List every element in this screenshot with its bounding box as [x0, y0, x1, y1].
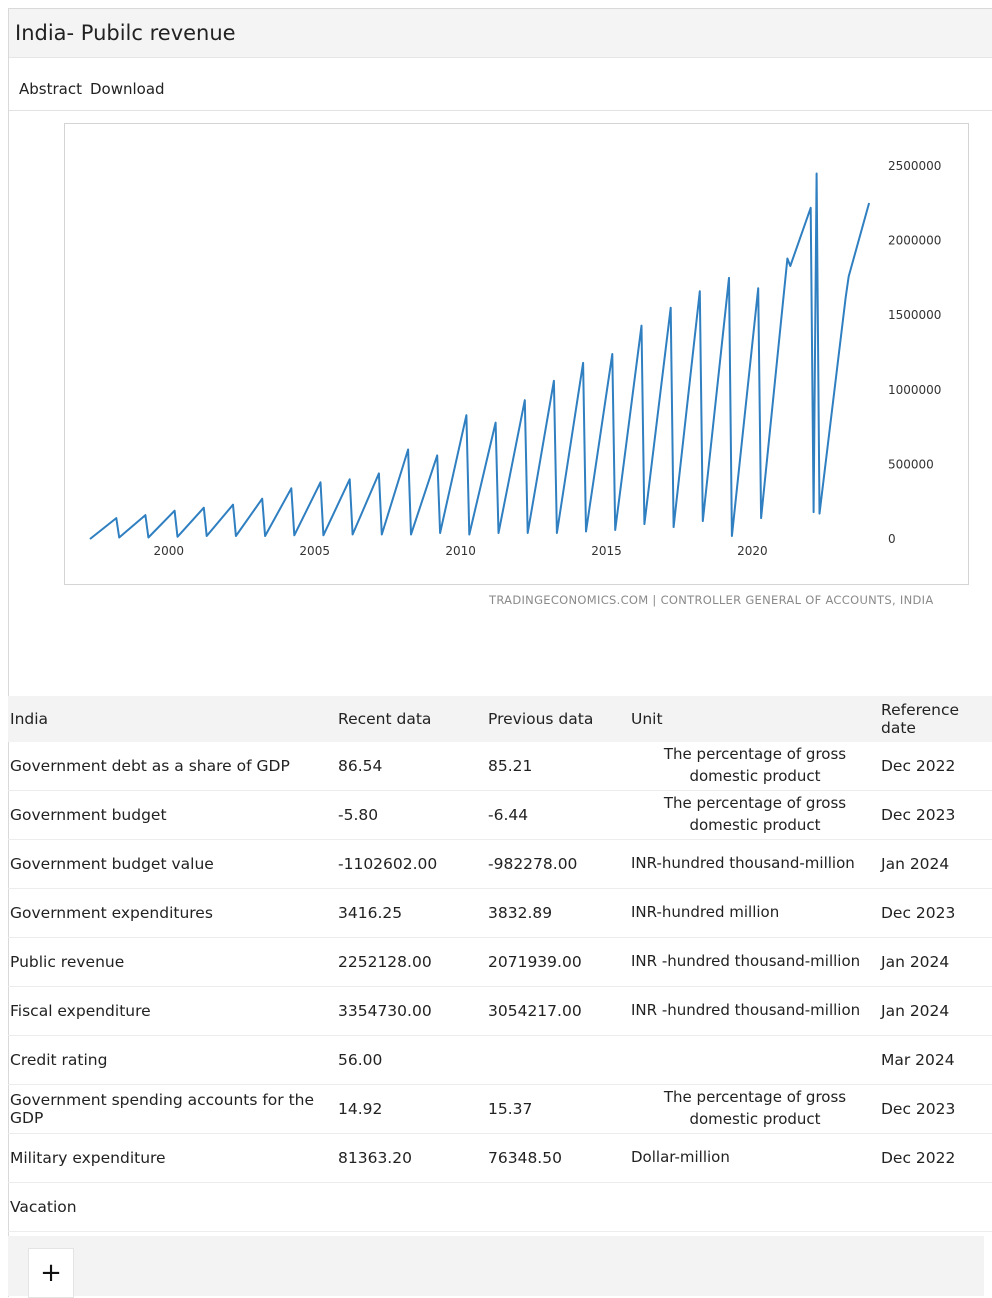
cell-indicator: Fiscal expenditure [8, 986, 336, 1036]
cell-recent: 56.00 [336, 1035, 486, 1085]
cell-unit: INR-hundred million [629, 888, 879, 938]
title-bar: India- Pubilc revenue [9, 9, 992, 58]
tab-download[interactable]: Download [90, 80, 165, 98]
indicators-table: India Recent data Previous data Unit Ref… [8, 696, 992, 1232]
table-row[interactable]: Military expenditure 81363.20 76348.50 D… [8, 1133, 992, 1183]
cell-reference-date: Dec 2022 [879, 742, 992, 791]
cell-unit: INR-hundred thousand-million [629, 839, 879, 889]
table-row[interactable]: Vacation [8, 1182, 992, 1232]
cell-previous: -982278.00 [486, 839, 629, 889]
cell-recent [336, 1182, 486, 1232]
table-row[interactable]: Public revenue 2252128.00 2071939.00 INR… [8, 937, 992, 987]
cell-indicator: Vacation [8, 1182, 336, 1232]
y-tick-label: 1000000 [888, 383, 941, 397]
table-row[interactable]: Government budget value -1102602.00 -982… [8, 839, 992, 889]
header-india: India [8, 696, 336, 742]
cell-reference-date: Jan 2024 [879, 986, 992, 1036]
cell-reference-date: Jan 2024 [879, 839, 992, 889]
x-tick-label: 2015 [591, 544, 622, 558]
header-reference-date: Reference date [879, 696, 992, 742]
plus-icon: + [40, 1258, 62, 1288]
table-row[interactable]: Government budget -5.80 -6.44 The percen… [8, 790, 992, 840]
header-previous: Previous data [486, 696, 629, 742]
y-tick-label: 500000 [888, 457, 934, 471]
cell-previous: 2071939.00 [486, 937, 629, 987]
cell-unit: The percentage of gross domestic product [629, 742, 879, 791]
table-header-row: India Recent data Previous data Unit Ref… [8, 696, 992, 742]
cell-indicator: Government debt as a share of GDP [8, 742, 336, 791]
cell-unit: The percentage of gross domestic product [629, 1084, 879, 1134]
revenue-line-chart: 2000 2005 2010 2015 2020 0 500000 1000000 150000… [89, 159, 941, 558]
cell-reference-date: Dec 2023 [879, 1084, 992, 1134]
cell-previous: 76348.50 [486, 1133, 629, 1183]
cell-unit: Dollar-million [629, 1133, 879, 1183]
y-tick-label: 2500000 [888, 159, 941, 173]
cell-previous [486, 1035, 629, 1085]
cell-previous: -6.44 [486, 790, 629, 840]
cell-previous: 85.21 [486, 742, 629, 791]
table-row[interactable]: Government expenditures 3416.25 3832.89 … [8, 888, 992, 938]
y-tick-label: 0 [888, 532, 896, 546]
cell-indicator: Public revenue [8, 937, 336, 987]
cell-unit: INR -hundred thousand-million [629, 937, 879, 987]
header-unit: Unit [629, 696, 879, 742]
cell-recent: 14.92 [336, 1084, 486, 1134]
cell-indicator: Government budget value [8, 839, 336, 889]
cell-previous [486, 1182, 629, 1232]
cell-indicator: Government spending accounts for the GDP [8, 1084, 336, 1134]
table-row[interactable]: Government spending accounts for the GDP… [8, 1084, 992, 1134]
cell-recent: 3416.25 [336, 888, 486, 938]
x-tick-label: 2010 [445, 544, 476, 558]
cell-unit: INR -hundred thousand-million [629, 986, 879, 1036]
cell-indicator: Government expenditures [8, 888, 336, 938]
y-tick-label: 2000000 [888, 234, 941, 248]
cell-reference-date [879, 1182, 992, 1232]
cell-previous: 3832.89 [486, 888, 629, 938]
cell-recent: 2252128.00 [336, 937, 486, 987]
cell-previous: 15.37 [486, 1084, 629, 1134]
cell-reference-date: Dec 2023 [879, 888, 992, 938]
cell-unit [629, 1035, 879, 1085]
tab-bar: Abstract Download [9, 66, 992, 111]
series-line-0 [89, 172, 871, 540]
cell-recent: 81363.20 [336, 1133, 486, 1183]
x-tick-label: 2020 [737, 544, 768, 558]
cell-unit: The percentage of gross domestic product [629, 790, 879, 840]
add-row-area: + [8, 1236, 984, 1298]
cell-indicator: Military expenditure [8, 1133, 336, 1183]
y-tick-label: 1500000 [888, 308, 941, 322]
cell-indicator: Government budget [8, 790, 336, 840]
table-row[interactable]: Fiscal expenditure 3354730.00 3054217.00… [8, 986, 992, 1036]
cell-previous: 3054217.00 [486, 986, 629, 1036]
x-tick-label: 2005 [299, 544, 330, 558]
cell-recent: -5.80 [336, 790, 486, 840]
table-row[interactable]: Credit rating 56.00 Mar 2024 [8, 1035, 992, 1085]
cell-recent: 86.54 [336, 742, 486, 791]
chart-panel: 2000 2005 2010 2015 2020 0 500000 1000000 150000… [64, 123, 969, 585]
x-tick-label: 2000 [154, 544, 185, 558]
cell-reference-date: Dec 2023 [879, 790, 992, 840]
cell-reference-date: Dec 2022 [879, 1133, 992, 1183]
tab-abstract[interactable]: Abstract [15, 74, 86, 104]
chart-source: TRADINGECONOMICS.COM | CONTROLLER GENERA… [489, 593, 934, 607]
indicators-table-wrap: India Recent data Previous data Unit Ref… [8, 696, 992, 1232]
cell-unit [629, 1182, 879, 1232]
cell-recent: -1102602.00 [336, 839, 486, 889]
table-row[interactable]: Government debt as a share of GDP 86.54 … [8, 742, 992, 791]
cell-recent: 3354730.00 [336, 986, 486, 1036]
cell-indicator: Credit rating [8, 1035, 336, 1085]
page-title: India- Pubilc revenue [15, 21, 236, 45]
header-recent: Recent data [336, 696, 486, 742]
cell-reference-date: Mar 2024 [879, 1035, 992, 1085]
cell-reference-date: Jan 2024 [879, 937, 992, 987]
add-button[interactable]: + [28, 1248, 74, 1298]
